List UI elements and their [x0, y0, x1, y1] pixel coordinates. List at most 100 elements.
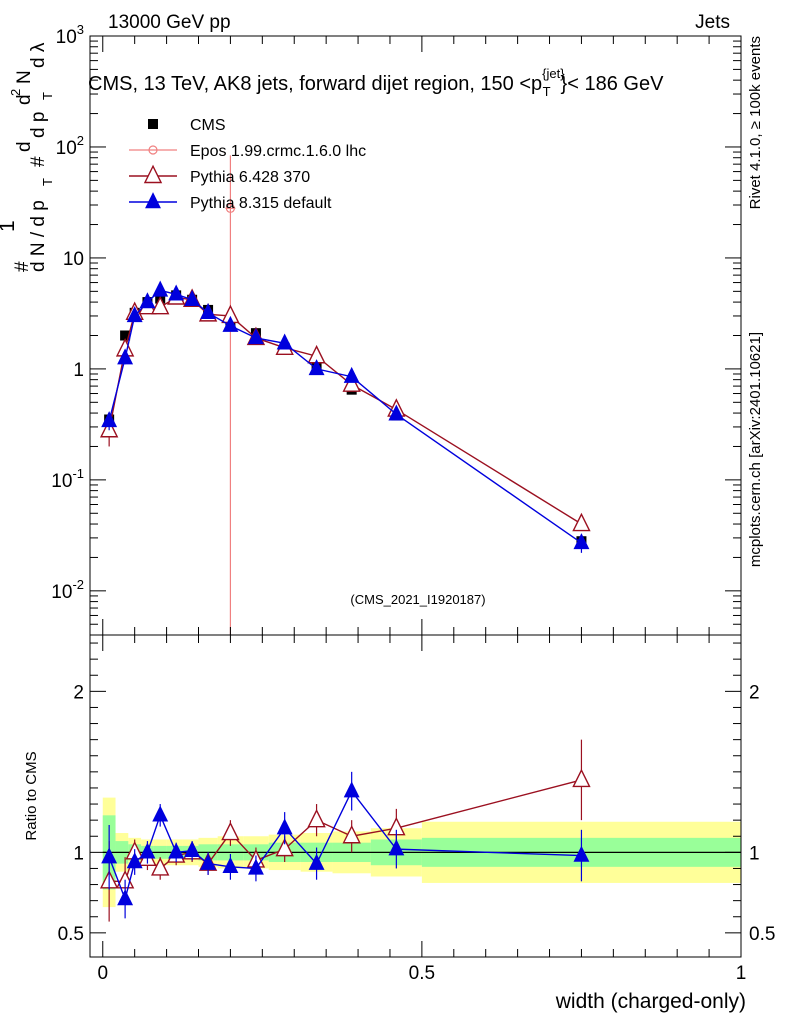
pythia8-data-point [200, 303, 217, 320]
ratio-x-tick-label: 1 [736, 963, 747, 984]
pythia8-data-point [184, 289, 201, 306]
legend-pythia6-marker [143, 164, 163, 184]
ratio-y-tick-label-right: 0.5 [749, 924, 775, 945]
legend-pythia8-marker [145, 192, 161, 209]
main-y-tick-label: 1 [73, 360, 84, 381]
ratio-pythia6-data-point [572, 768, 591, 788]
main-y-tick-label: 10-2 [51, 577, 84, 603]
pythia6-data-point [342, 373, 361, 392]
ratio-pythia8-data-point [184, 840, 201, 857]
cms-data-point [120, 330, 131, 341]
plot-title-main: CMS, 13 TeV, AK8 jets, forward dijet reg… [88, 73, 542, 95]
ylabel-T-subscript-2: T [40, 92, 55, 100]
plot-title-subscript: T [543, 84, 551, 99]
ratio-y-tick-label-left: 0.5 [58, 924, 84, 945]
mcplots-reference-label: mcplots.cern.ch [arXiv:2401.10621] [747, 332, 764, 567]
ratio-pythia8-data-point [139, 842, 156, 859]
pythia8-data-point [126, 306, 143, 323]
ratio-y-tick-label-right: 1 [749, 843, 760, 864]
ratio-axis-ticks: 0.5 0.51 12 20 0.5 1 [58, 635, 775, 984]
ylabel-hash-1: # [12, 261, 33, 272]
analysis-watermark: (CMS_2021_I1920187) [350, 592, 485, 607]
tick-label-base: 10 [56, 27, 77, 48]
pythia8-data-point [168, 284, 185, 301]
tick-label-exponent: 2 [77, 133, 84, 148]
tick-label-exponent: 3 [77, 22, 84, 37]
ratio-pythia8-data-point [200, 853, 217, 870]
ylabel-hash-2: # [28, 156, 49, 167]
ylabel-superscript-2: 2 [8, 89, 23, 96]
pythia8-data-point [573, 533, 590, 550]
pythia8-data-point [152, 280, 169, 297]
ratio-pythia8-data-point [573, 845, 590, 862]
pythia8-data-point [388, 404, 405, 421]
plot-title: CMS, 13 TeV, AK8 jets, forward dijet reg… [88, 66, 664, 99]
ratio-pythia8-data-point [101, 847, 118, 864]
tick-label-base: 10 [51, 582, 72, 603]
pythia8-data-point [247, 328, 264, 345]
pythia8-data-point [276, 333, 293, 350]
ratio-pythia8-data-point [247, 858, 264, 875]
legend-label: Pythia 6.428 370 [190, 169, 310, 186]
ratio-pythia8-data-point [168, 842, 185, 859]
ratio-pythia6-data-point [307, 808, 326, 828]
tick-label-exponent: -2 [72, 577, 84, 592]
ratio-y-axis-label: Ratio to CMS [23, 751, 40, 840]
tick-label-base: 10 [56, 138, 77, 159]
ratio-plot-frame [89, 634, 742, 958]
x-axis-label: width (charged-only) [555, 990, 746, 1013]
main-plot-marks [99, 155, 591, 635]
ratio-pythia8-data-point [117, 889, 134, 906]
ratio-pythia8-data-point [276, 818, 293, 835]
legend-label: Pythia 8.315 default [190, 195, 332, 212]
tick-label-base: 10 [51, 471, 72, 492]
ratio-pythia8-data-point [308, 853, 325, 870]
ratio-plot-marks [99, 739, 741, 922]
legend-epos-marker [148, 145, 158, 155]
legend: CMS Epos 1.99.crmc.1.6.0 lhc Pythia 6.428 … [129, 117, 366, 212]
plot-title-superscript: {jet} [542, 66, 565, 81]
main-y-tick-label: 102 [56, 133, 84, 159]
ratio-panel: 0.5 0.51 12 20 0.5 1 Ratio to CMS width (char… [23, 634, 775, 1013]
ratio-pythia8-data-point [343, 781, 360, 798]
ratio-pythia6-data-point [342, 824, 361, 844]
pythia6-data-point [151, 295, 170, 315]
ratio-x-tick-label: 0 [97, 963, 108, 984]
energy-label: 13000 GeV pp [108, 12, 231, 33]
ratio-y-tick-label-left: 1 [73, 843, 84, 864]
pythia6-data-point [572, 512, 591, 532]
ratio-pythia8-data-point [152, 805, 169, 822]
pythia8-data-point [308, 359, 325, 376]
pythia8-data-point [139, 292, 156, 309]
pythia8-data-point [101, 411, 118, 428]
ylabel-d: d [14, 141, 35, 152]
ylabel-T-subscript-1: T [40, 178, 55, 186]
plot-title-tail: }< 186 GeV [561, 73, 665, 95]
rivet-version-label: Rivet 4.1.0, ≥ 100k events [747, 36, 764, 209]
jets-label: Jets [695, 12, 730, 33]
ratio-pythia8-data-point [388, 839, 405, 856]
pythia8-data-point [117, 348, 134, 365]
ylabel-dpT: d p [28, 112, 49, 138]
ratio-x-tick-label: 0.5 [409, 963, 435, 984]
ratio-pythia8-data-point [126, 852, 143, 869]
pythia8-data-point [343, 366, 360, 383]
ylabel-d-2: d [14, 94, 35, 105]
main-y-tick-label: 10 [63, 249, 84, 270]
tick-label-exponent: -1 [72, 466, 84, 481]
legend-label: CMS [190, 117, 226, 134]
ratio-pythia6-data-point [221, 821, 240, 841]
ylabel-d-lambda: d λ [28, 42, 49, 68]
ylabel-dN-dpT: d N / d p [28, 200, 49, 272]
ratio-pythia6-data-point [275, 837, 294, 857]
main-y-tick-label: 103 [56, 22, 84, 48]
pythia8-data-point [222, 315, 239, 332]
ratio-pythia8-data-point [222, 857, 239, 874]
legend-cms-marker [148, 119, 158, 129]
ratio-y-tick-label-right: 2 [749, 682, 760, 703]
main-y-axis-label: # 1 d N / d p T # d d p T d 2 N d λ [0, 42, 55, 272]
legend-label: Epos 1.99.crmc.1.6.0 lhc [190, 143, 366, 160]
ratio-y-tick-label-left: 2 [73, 682, 84, 703]
